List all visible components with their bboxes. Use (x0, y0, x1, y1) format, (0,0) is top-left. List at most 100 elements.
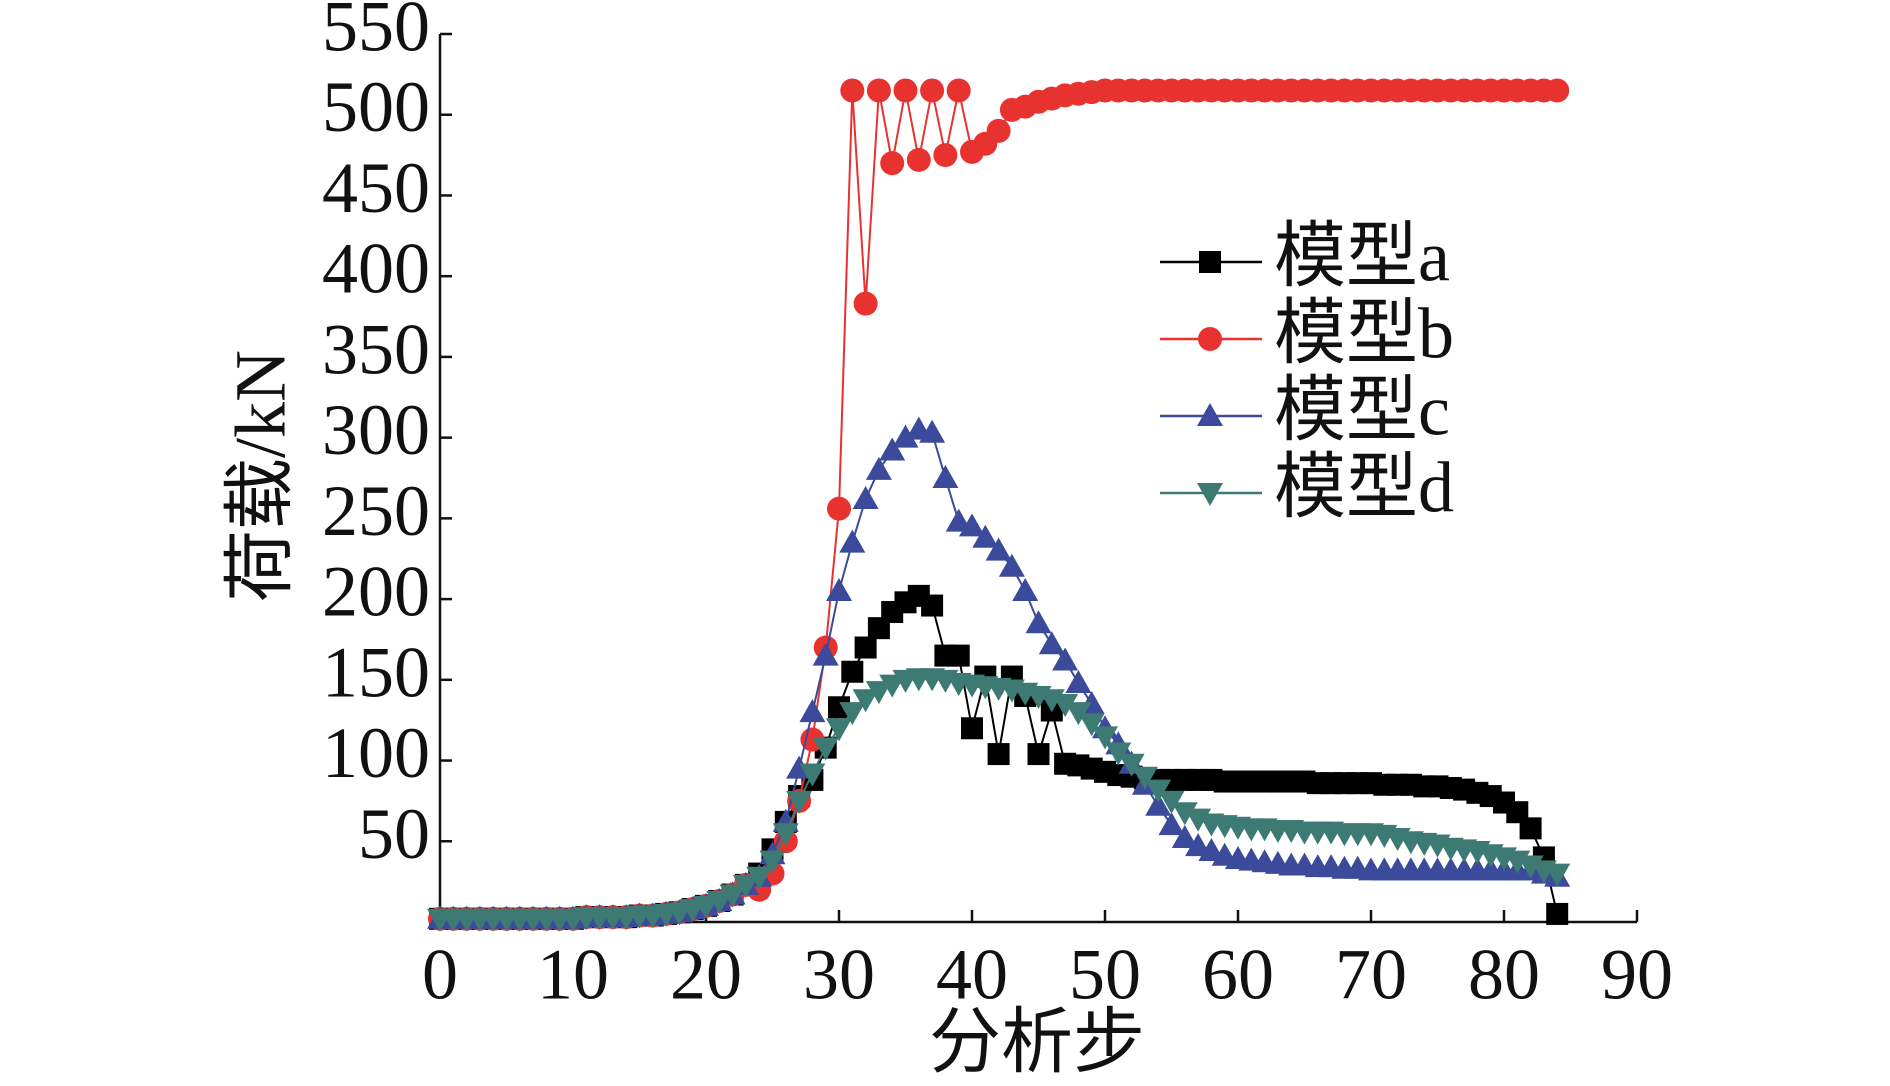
x-tick-label: 0 (422, 935, 458, 1015)
marker (1145, 779, 1172, 803)
y-axis-title: 荷载/kN (221, 350, 301, 602)
marker (828, 696, 850, 719)
marker (853, 291, 878, 316)
y-tick-label: 150 (322, 632, 430, 712)
marker (947, 644, 970, 667)
marker (1131, 766, 1158, 790)
y-tick-label: 300 (322, 390, 430, 470)
marker (1519, 817, 1542, 840)
marker (1065, 670, 1092, 694)
marker (961, 717, 983, 740)
x-axis-title: 分析步 (929, 1003, 1145, 1083)
marker (933, 143, 958, 168)
marker (932, 465, 959, 488)
marker (706, 891, 733, 915)
x-tick-label: 20 (670, 935, 742, 1015)
marker (840, 78, 865, 103)
marker (1545, 78, 1570, 103)
marker (1027, 743, 1050, 766)
y-tick-label: 250 (322, 471, 430, 551)
marker (1171, 802, 1198, 826)
y-tick-label: 450 (322, 148, 430, 228)
marker (1546, 902, 1569, 925)
marker (841, 660, 864, 683)
legend-label: 模型c (1274, 371, 1450, 451)
marker (1158, 790, 1185, 814)
marker (1118, 753, 1145, 777)
marker (1158, 812, 1185, 836)
marker (892, 424, 919, 448)
legend-marker (1197, 403, 1223, 426)
marker (906, 147, 931, 172)
marker (1078, 713, 1105, 737)
marker (812, 737, 839, 761)
marker (854, 636, 877, 659)
marker (1012, 578, 1039, 602)
marker (1025, 610, 1052, 634)
marker (880, 151, 905, 176)
marker (719, 884, 746, 908)
x-tick-label: 30 (803, 935, 875, 1015)
marker (812, 642, 839, 666)
x-tick-label: 10 (537, 935, 609, 1015)
marker (998, 553, 1025, 577)
marker (799, 763, 826, 787)
marker (1145, 792, 1172, 816)
y-tick-label: 400 (322, 229, 430, 309)
marker (921, 594, 944, 617)
marker (852, 485, 879, 509)
marker (866, 78, 891, 103)
marker (772, 823, 799, 847)
marker (985, 537, 1012, 561)
legend-label: 模型d (1274, 448, 1454, 528)
marker (1052, 647, 1079, 671)
y-tick-label: 50 (358, 794, 430, 874)
marker (959, 513, 985, 537)
x-tick-label: 70 (1335, 935, 1407, 1015)
marker (839, 702, 866, 726)
marker (799, 699, 826, 723)
marker (920, 78, 945, 103)
marker (852, 689, 879, 713)
marker (732, 874, 759, 898)
marker (759, 850, 786, 874)
legend-label: 模型a (1274, 217, 1450, 297)
marker (893, 78, 918, 103)
marker (1038, 631, 1065, 655)
marker (1052, 694, 1079, 718)
y-tick-label: 500 (322, 67, 430, 147)
marker (746, 866, 773, 890)
marker (826, 718, 852, 742)
x-tick-label: 80 (1468, 935, 1540, 1015)
marker (1544, 863, 1571, 887)
marker (1065, 702, 1092, 726)
y-tick-label: 100 (322, 713, 430, 793)
marker (826, 578, 852, 602)
marker (919, 419, 946, 443)
marker (986, 118, 1011, 143)
legend-marker (1198, 327, 1222, 351)
y-tick-label: 350 (322, 309, 430, 389)
legend-marker (1199, 251, 1221, 273)
marker (839, 529, 866, 553)
x-tick-label: 60 (1202, 935, 1274, 1015)
marker (946, 78, 971, 103)
marker (786, 790, 813, 814)
series-line (440, 677, 1558, 920)
marker (865, 456, 892, 480)
marker (1092, 726, 1118, 750)
marker (987, 743, 1010, 766)
y-tick-label: 550 (322, 0, 430, 67)
legend-label: 模型b (1274, 294, 1454, 374)
x-tick-label: 40 (936, 935, 1008, 1015)
marker (1105, 742, 1132, 766)
marker (1171, 825, 1198, 849)
marker (972, 524, 999, 548)
marker (879, 437, 906, 461)
y-tick-label: 200 (322, 552, 430, 632)
marker (827, 496, 851, 521)
legend-marker (1197, 483, 1223, 506)
x-tick-label: 50 (1069, 935, 1141, 1015)
